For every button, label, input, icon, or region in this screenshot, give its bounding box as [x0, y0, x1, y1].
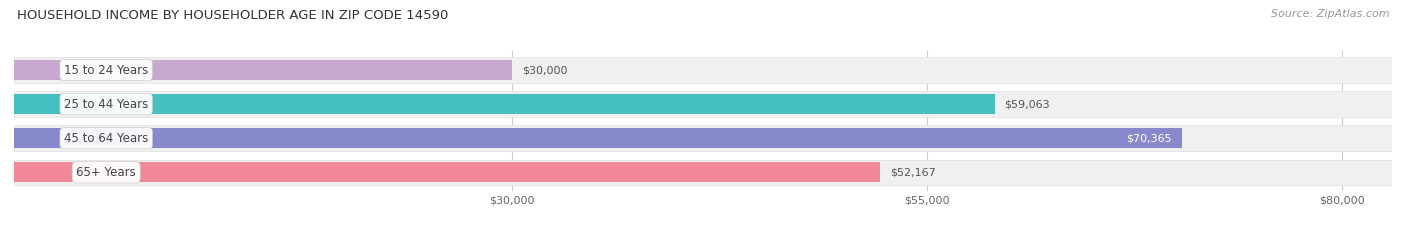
Bar	[14, 91, 1392, 117]
Bar	[14, 57, 1392, 83]
Text: 45 to 64 Years: 45 to 64 Years	[65, 132, 148, 145]
Bar	[14, 60, 512, 80]
Text: 25 to 44 Years: 25 to 44 Years	[65, 98, 148, 111]
Bar	[14, 162, 880, 182]
Text: 65+ Years: 65+ Years	[76, 166, 136, 179]
Text: $52,167: $52,167	[890, 167, 936, 177]
Text: $70,365: $70,365	[1126, 133, 1173, 143]
Bar	[14, 94, 994, 114]
Text: 15 to 24 Years: 15 to 24 Years	[65, 64, 148, 76]
Text: HOUSEHOLD INCOME BY HOUSEHOLDER AGE IN ZIP CODE 14590: HOUSEHOLD INCOME BY HOUSEHOLDER AGE IN Z…	[17, 9, 449, 22]
Text: $59,063: $59,063	[1004, 99, 1050, 109]
Bar	[14, 125, 1392, 151]
Bar	[14, 160, 1392, 185]
Text: $30,000: $30,000	[522, 65, 568, 75]
Text: Source: ZipAtlas.com: Source: ZipAtlas.com	[1271, 9, 1389, 19]
Bar	[14, 128, 1182, 148]
